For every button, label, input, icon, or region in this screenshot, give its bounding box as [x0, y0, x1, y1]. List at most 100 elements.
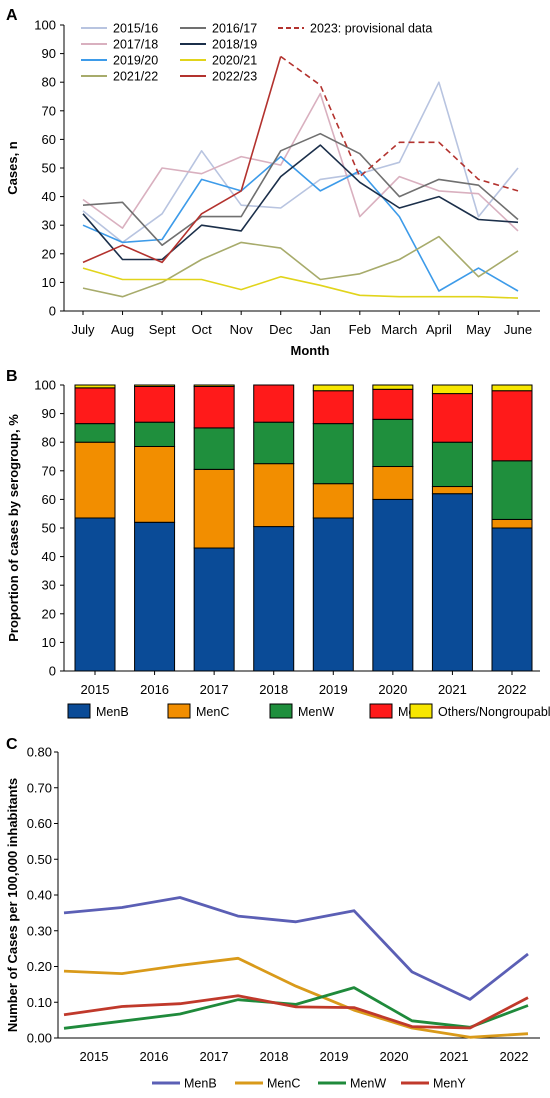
panel-b-x-tick-label: 2018: [259, 682, 288, 697]
panel-c-x-tick-label: 2016: [140, 1049, 169, 1064]
panel-b-x-tick-label: 2016: [140, 682, 169, 697]
panel-b-x-tick-label: 2019: [319, 682, 348, 697]
panel-b-y-axis-title: Proportion of cases by serogroup, %: [6, 414, 21, 642]
panel-b-bar-segment-menw: [134, 421, 176, 447]
panel-a-legend-label: 2017/18: [113, 38, 158, 52]
panel-a-x-tick-label: Jan: [310, 322, 331, 337]
panel-b-legend-swatch: [167, 703, 191, 719]
panel-a-x-axis-title: Month: [291, 343, 330, 358]
panel-b-bar-segment-menb: [193, 547, 235, 672]
panel-b-bar-segment-others: [431, 384, 473, 395]
panel-c-y-tick-label: 0.40: [27, 888, 52, 903]
panel-a-y-tick-label: 50: [42, 161, 56, 176]
panel-b-bar-segment-meny: [193, 385, 235, 429]
panel-b-bar-segment-menw: [491, 460, 533, 520]
panel-b-bar-segment-menc: [193, 468, 235, 549]
panel-b-bar-segment-menb: [134, 521, 176, 672]
panel-b-legend-label: MenC: [196, 705, 229, 719]
panel-a-y-tick-label: 40: [42, 189, 56, 204]
panel-b-y-tick-label: 80: [42, 435, 56, 450]
panel-a-series-line-2019-20: [82, 155, 519, 292]
panel-a-x-tick-label: Oct: [192, 322, 213, 337]
panel-b-bar-segment-meny: [431, 393, 473, 443]
panel-b-legend-label: MenB: [96, 705, 129, 719]
panel-b-bar-segment-menc: [312, 483, 354, 519]
panel-a-y-tick-label: 10: [42, 275, 56, 290]
panel-b-bar-segment-others: [74, 384, 116, 389]
panel-a-y-tick-label: 60: [42, 132, 56, 147]
panel-c-y-tick-label: 0.50: [27, 852, 52, 867]
panel-a-x-tick-label: Nov: [230, 322, 254, 337]
panel-b-bar-segment-meny: [134, 385, 176, 423]
panel-b-y-tick-label: 10: [42, 635, 56, 650]
panel-c-legend-label: MenY: [433, 1077, 466, 1091]
panel-b-legend-label: MenW: [298, 705, 334, 719]
panel-b-y-tick-label: 30: [42, 578, 56, 593]
panel-b-bar-segment-meny: [372, 388, 414, 420]
panel-c-y-tick-label: 0.30: [27, 923, 52, 938]
panel-a-y-tick-label: 80: [42, 75, 56, 90]
panel-b-y-tick-label: 40: [42, 549, 56, 564]
panel-b-bar-segment-menb: [312, 517, 354, 672]
panel-a-series-line-2022-23: [82, 56, 282, 264]
panel-b-bar-segment-meny: [253, 384, 295, 423]
panel-b-y-tick-label: 60: [42, 492, 56, 507]
panel-a-series-line-2020-21: [82, 267, 519, 299]
panel-b-bar-segment-menc: [372, 466, 414, 500]
panel-b-y-tick-label: 100: [34, 378, 56, 393]
panel-b-x-tick-label: 2017: [200, 682, 229, 697]
panel-a-y-tick-label: 0: [49, 304, 56, 319]
panel-c-y-tick-label: 0.00: [27, 1031, 52, 1046]
panel-b-bar-segment-menb: [372, 498, 414, 672]
panel-b-bar-segment-menc: [491, 518, 533, 529]
panel-b-bar-segment-others: [372, 384, 414, 390]
panel-b-y-tick-label: 70: [42, 463, 56, 478]
panel-a-series-line-2023-provisional-data: [280, 55, 519, 192]
panel-c-y-tick-label: 0.20: [27, 959, 52, 974]
panel-b-x-tick-label: 2015: [81, 682, 110, 697]
panel-a-x-tick-label: Dec: [269, 322, 293, 337]
panel-a-legend-label: 2020/21: [212, 54, 257, 68]
panel-c-y-tick-label: 0.10: [27, 995, 52, 1010]
panel-c-y-tick-label: 0.80: [27, 745, 52, 760]
panel-b-y-tick-label: 20: [42, 606, 56, 621]
panel-a-y-tick-label: 90: [42, 46, 56, 61]
panel-c-legend-label: MenB: [184, 1077, 217, 1091]
panel-b-x-tick-label: 2020: [378, 682, 407, 697]
panel-a-y-axis-title: Cases, n: [5, 141, 20, 195]
panel-b-bar-segment-others: [491, 384, 533, 392]
panel-c-x-tick-label: 2021: [440, 1049, 469, 1064]
panel-b-legend-label: Others/Nongroupable: [438, 705, 550, 719]
panel-a-y-tick-label: 100: [34, 18, 56, 33]
panel-b-y-tick-label: 50: [42, 521, 56, 536]
panel-b-bar-segment-menc: [431, 486, 473, 495]
panel-b-bar-segment-menb: [74, 517, 116, 672]
panel-c-label: C: [6, 736, 18, 753]
panel-a-legend-label: 2016/17: [212, 22, 257, 36]
panel-b-bar-segment-others: [134, 384, 176, 387]
panel-c-series-line-menb: [63, 896, 529, 1001]
panel-b-bar-segment-menw: [74, 423, 116, 443]
panel-b-bar-segment-menc: [134, 445, 176, 523]
panel-b-legend-swatch: [409, 703, 433, 719]
panel-a-x-tick-label: Sept: [149, 322, 176, 337]
panel-b-bar-segment-menb: [253, 526, 295, 672]
panel-a-legend-label: 2023: provisional data: [310, 22, 432, 36]
panel-b-bar-segment-menc: [253, 463, 295, 528]
panel-c-x-tick-label: 2017: [200, 1049, 229, 1064]
panel-a-y-tick-label: 30: [42, 218, 56, 233]
panel-b-bar-segment-menw: [431, 441, 473, 488]
panel-a-x-tick-label: Feb: [349, 322, 371, 337]
panel-a-legend-label: 2018/19: [212, 38, 257, 52]
panel-a-x-tick-label: July: [71, 322, 95, 337]
panel-a-legend-label: 2015/16: [113, 22, 158, 36]
panel-a-x-tick-label: March: [381, 322, 417, 337]
panel-b-y-tick-label: 90: [42, 406, 56, 421]
panel-b-bar-segment-menb: [491, 527, 533, 672]
panel-c-x-tick-label: 2018: [260, 1049, 289, 1064]
panel-b-label: B: [6, 368, 18, 385]
panel-a-y-tick-label: 70: [42, 103, 56, 118]
panel-a-legend-label: 2021/22: [113, 70, 158, 84]
panel-a-label: A: [6, 7, 18, 24]
panel-a-series-line-2017-18: [82, 92, 519, 232]
